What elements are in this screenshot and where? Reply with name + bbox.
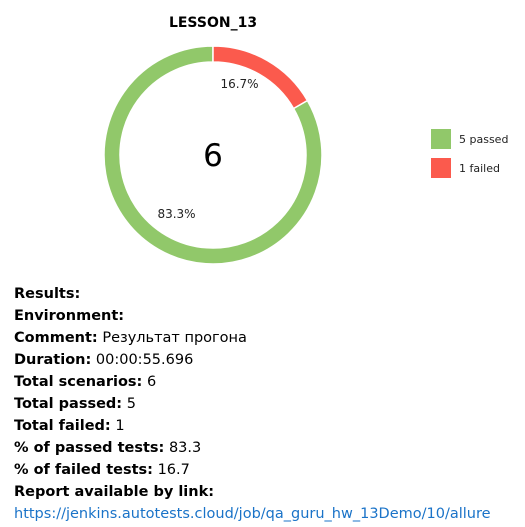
environment-row: Environment: (14, 305, 519, 327)
comment-row: Comment: Результат прогона (14, 327, 519, 349)
comment-label: Comment: (14, 330, 98, 346)
total-scenarios-row: Total scenarios: 6 (14, 371, 519, 393)
report-link-row: https://jenkins.autotests.cloud/job/qa_g… (14, 503, 519, 525)
results-row: Results: (14, 283, 519, 305)
legend-label-failed: 1 failed (459, 162, 500, 175)
duration-row: Duration: 00:00:55.696 (14, 349, 519, 371)
comment-value: Результат прогона (102, 330, 247, 346)
results-heading: Results: (14, 286, 81, 302)
pct-failed-label: % of failed tests: (14, 462, 153, 478)
donut-slice-passed (103, 45, 323, 265)
donut-center-total: 6 (203, 138, 223, 174)
environment-label: Environment: (14, 308, 125, 324)
pct-failed-value: 16.7 (157, 462, 190, 478)
duration-label: Duration: (14, 352, 92, 368)
total-scenarios-label: Total scenarios: (14, 374, 143, 390)
chart-title: LESSON_13 (169, 15, 257, 31)
total-scenarios-value: 6 (146, 374, 157, 390)
legend-label-passed: 5 passed (459, 133, 508, 146)
total-failed-label: Total failed: (14, 418, 111, 434)
slice-percent-label-failed: 16.7% (220, 77, 258, 91)
slice-percent-label-passed: 83.3% (157, 207, 195, 221)
donut-slice-failed (212, 45, 309, 110)
pct-passed-label: % of passed tests: (14, 440, 165, 456)
legend-swatch-passed (431, 129, 451, 149)
total-passed-label: Total passed: (14, 396, 123, 412)
chart-legend: 5 passed 1 failed (431, 129, 508, 178)
legend-swatch-failed (431, 158, 451, 178)
total-failed-row: Total failed: 1 (14, 415, 519, 437)
pct-passed-row: % of passed tests: 83.3 (14, 437, 519, 459)
report-row: Report available by link: (14, 481, 519, 503)
donut-chart: LESSON_13 83.3% 16.7% 6 5 passed 1 failed (103, 15, 508, 265)
results-summary: Results: Environment: Comment: Результат… (14, 283, 519, 525)
pct-failed-row: % of failed tests: 16.7 (14, 459, 519, 481)
report-link[interactable]: https://jenkins.autotests.cloud/job/qa_g… (14, 506, 491, 522)
report-label: Report available by link: (14, 484, 215, 500)
total-passed-value: 5 (126, 396, 136, 412)
donut-slices: 83.3% 16.7% (103, 45, 323, 265)
pct-passed-value: 83.3 (168, 440, 202, 456)
duration-value: 00:00:55.696 (95, 352, 194, 368)
total-passed-row: Total passed: 5 (14, 393, 519, 415)
total-failed-value: 1 (115, 418, 125, 434)
